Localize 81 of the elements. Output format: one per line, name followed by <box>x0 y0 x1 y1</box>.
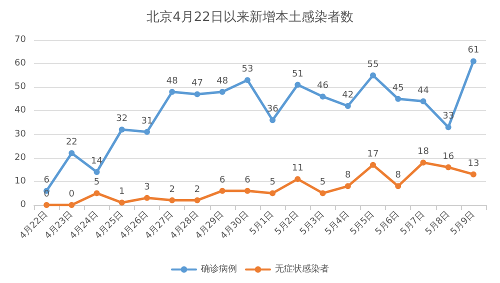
data-label: 14 <box>91 156 103 166</box>
point <box>294 82 301 88</box>
y-tick-label: 30 <box>14 129 26 140</box>
data-label: 2 <box>194 184 200 195</box>
point <box>118 126 125 133</box>
y-tick-label: 0 <box>20 200 26 210</box>
point <box>144 128 150 135</box>
point <box>294 176 301 182</box>
point <box>244 188 250 194</box>
data-label: 0 <box>68 190 75 200</box>
data-label: 5 <box>320 178 326 188</box>
data-label: 47 <box>191 78 203 89</box>
point <box>395 183 402 190</box>
point <box>470 171 476 178</box>
point <box>270 117 276 124</box>
y-tick-label: 50 <box>14 82 26 92</box>
legend-label: 无症状感染者 <box>275 264 329 274</box>
point <box>144 194 150 201</box>
point <box>94 190 100 196</box>
point <box>320 94 326 100</box>
point <box>194 197 200 204</box>
point <box>370 162 376 168</box>
data-label: 6 <box>244 175 251 186</box>
y-tick-label: 40 <box>14 106 26 116</box>
point <box>219 88 226 95</box>
data-label: 48 <box>166 76 178 86</box>
data-label: 18 <box>417 147 430 158</box>
data-label: 3 <box>144 182 150 192</box>
data-label: 5 <box>94 178 100 188</box>
legend-label: 确诊病例 <box>200 264 237 274</box>
data-label: 44 <box>417 86 430 96</box>
data-label: 45 <box>392 83 404 94</box>
data-label: 53 <box>242 64 254 75</box>
data-label: 22 <box>66 138 78 148</box>
point <box>194 91 200 98</box>
data-label: 6 <box>219 175 226 186</box>
point <box>420 160 426 166</box>
y-tick-label: 20 <box>14 152 26 163</box>
data-label: 32 <box>116 114 128 124</box>
point <box>470 58 476 64</box>
data-label: 8 <box>395 170 402 181</box>
data-label: 51 <box>292 69 304 80</box>
point <box>344 183 351 190</box>
data-label: 48 <box>216 76 228 86</box>
data-label: 31 <box>141 116 153 126</box>
chart-title: 北京4月22日以来新增本土感染者数 <box>146 10 354 25</box>
point <box>219 188 226 194</box>
point <box>320 190 326 196</box>
point <box>68 202 75 208</box>
x-tick-label: 5月9日 <box>449 209 477 238</box>
data-label: 36 <box>266 104 279 115</box>
y-tick-label: 70 <box>14 35 26 45</box>
data-label: 17 <box>367 149 379 160</box>
point <box>445 124 452 130</box>
point <box>344 103 351 109</box>
data-label: 2 <box>169 184 175 195</box>
data-label: 1 <box>119 187 125 198</box>
data-label: 61 <box>468 46 480 56</box>
data-label: 8 <box>345 170 352 181</box>
point <box>420 98 426 104</box>
data-label: 11 <box>292 164 304 174</box>
point <box>445 164 452 170</box>
point <box>169 88 176 95</box>
data-label: 13 <box>468 158 480 169</box>
point <box>118 200 125 206</box>
data-label: 5 <box>270 178 276 188</box>
point <box>44 202 50 208</box>
data-label: 6 <box>44 175 50 186</box>
data-label: 55 <box>367 60 379 70</box>
point <box>244 77 250 84</box>
point <box>370 72 376 78</box>
y-tick-label: 60 <box>14 58 26 69</box>
data-label: 46 <box>317 81 329 92</box>
point <box>270 190 276 196</box>
data-label: 42 <box>342 90 354 100</box>
y-tick-label: 10 <box>14 176 26 186</box>
point <box>395 96 402 102</box>
data-label: 16 <box>442 152 454 162</box>
point <box>68 150 75 156</box>
point <box>94 169 100 175</box>
point <box>169 197 176 204</box>
